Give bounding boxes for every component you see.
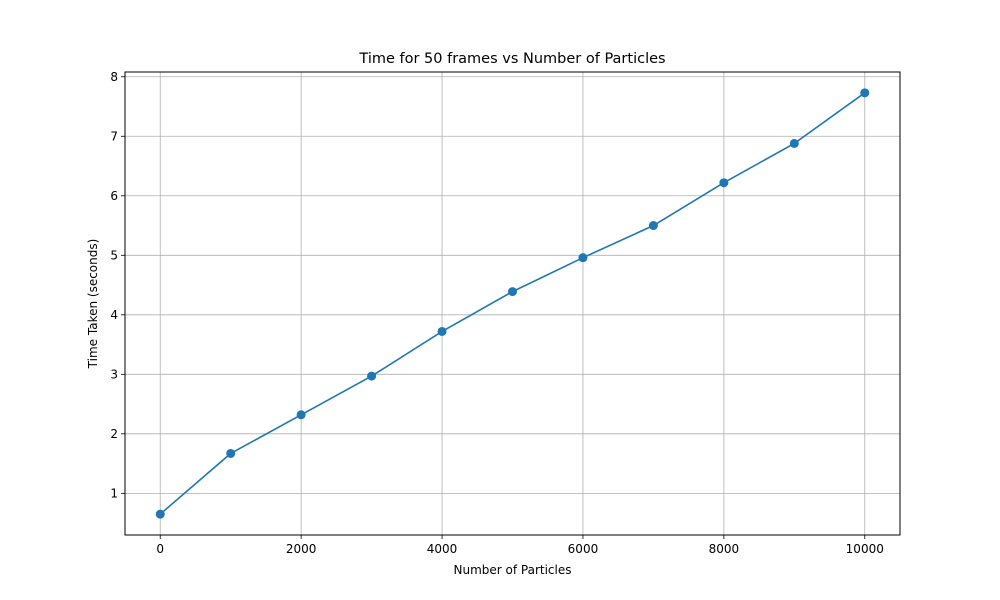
data-point — [789, 138, 799, 148]
x-axis-label: Number of Particles — [454, 563, 572, 577]
x-tick-label: 2000 — [286, 542, 317, 556]
x-tick-label: 4000 — [427, 542, 458, 556]
y-tick-label: 3 — [110, 367, 118, 381]
x-tick-label: 0 — [156, 542, 164, 556]
data-point — [719, 178, 729, 188]
chart-title: Time for 50 frames vs Number of Particle… — [358, 51, 665, 67]
data-point — [578, 253, 588, 263]
y-tick-label: 7 — [110, 129, 118, 143]
series-line — [159, 92, 866, 515]
y-tick-label: 1 — [110, 486, 118, 500]
y-tick-label: 6 — [110, 189, 118, 203]
data-point — [367, 371, 377, 381]
grid-lines — [125, 72, 900, 535]
data-point — [226, 448, 236, 458]
data-point — [508, 287, 517, 297]
data-point — [648, 221, 658, 231]
data-point — [437, 326, 447, 336]
data-point — [860, 88, 870, 98]
y-tick-label: 4 — [110, 308, 118, 322]
y-tick-label: 8 — [110, 70, 118, 84]
y-tick-label: 5 — [110, 248, 118, 262]
axis-ticks: 0 2000 4000 6000 8000 10000 1 2 3 4 5 6 7 8 — [110, 70, 884, 556]
x-tick-label: 6000 — [568, 542, 599, 556]
y-tick-label: 2 — [110, 427, 118, 441]
x-tick-label: 10000 — [846, 542, 884, 556]
plot-frame — [124, 71, 901, 536]
x-tick-label: 8000 — [709, 542, 740, 556]
data-point — [296, 410, 306, 420]
series-layer — [155, 88, 870, 519]
y-axis-label: Time Taken (seconds) — [86, 239, 100, 370]
data-point — [155, 509, 165, 519]
